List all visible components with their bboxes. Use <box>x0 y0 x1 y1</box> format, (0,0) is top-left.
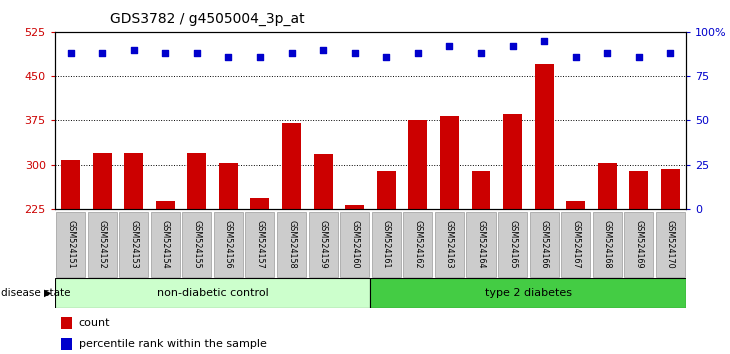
Point <box>159 50 171 56</box>
Bar <box>408 120 427 209</box>
Bar <box>245 212 274 276</box>
Bar <box>250 198 269 209</box>
Text: GSM524170: GSM524170 <box>666 220 675 269</box>
Bar <box>472 171 491 209</box>
Bar <box>88 212 117 276</box>
Bar <box>377 171 396 209</box>
Bar <box>598 163 617 209</box>
Text: GSM524153: GSM524153 <box>129 220 138 269</box>
Text: GSM524167: GSM524167 <box>571 220 580 269</box>
Bar <box>529 212 558 276</box>
Bar <box>219 163 238 209</box>
Bar <box>56 212 85 276</box>
Text: GSM524169: GSM524169 <box>634 220 643 269</box>
Text: GDS3782 / g4505004_3p_at: GDS3782 / g4505004_3p_at <box>110 12 304 27</box>
Text: GSM524151: GSM524151 <box>66 220 75 269</box>
Point <box>570 54 582 59</box>
Text: count: count <box>79 318 110 327</box>
Text: GSM524163: GSM524163 <box>445 220 454 269</box>
Bar <box>314 154 333 209</box>
Bar <box>340 212 369 276</box>
Point <box>96 50 108 56</box>
Point <box>285 50 297 56</box>
Text: ▶: ▶ <box>45 288 52 298</box>
Bar <box>282 123 301 209</box>
Bar <box>119 212 148 276</box>
Bar <box>155 201 174 209</box>
Bar <box>124 153 143 209</box>
Text: percentile rank within the sample: percentile rank within the sample <box>79 339 266 349</box>
Bar <box>435 212 464 276</box>
Bar <box>214 212 243 276</box>
Point <box>664 50 676 56</box>
Text: GSM524158: GSM524158 <box>287 220 296 269</box>
Point <box>349 50 361 56</box>
Bar <box>403 212 432 276</box>
Point <box>128 47 139 52</box>
Text: non-diabetic control: non-diabetic control <box>157 288 269 298</box>
Text: GSM524156: GSM524156 <box>224 220 233 269</box>
Point <box>633 54 645 59</box>
Bar <box>656 212 685 276</box>
Bar <box>61 160 80 209</box>
Bar <box>566 201 585 209</box>
Bar <box>277 212 306 276</box>
Point <box>475 50 487 56</box>
Point <box>223 54 234 59</box>
Point <box>65 50 77 56</box>
Bar <box>498 212 527 276</box>
Text: GSM524166: GSM524166 <box>539 220 549 269</box>
Bar <box>534 64 553 209</box>
Text: GSM524152: GSM524152 <box>98 220 107 269</box>
Text: GSM524155: GSM524155 <box>192 220 201 269</box>
Bar <box>345 205 364 209</box>
Text: GSM524157: GSM524157 <box>255 220 264 269</box>
Bar <box>61 338 72 350</box>
Point <box>191 50 203 56</box>
Bar <box>188 153 207 209</box>
Bar <box>182 212 212 276</box>
Bar <box>503 114 522 209</box>
Bar <box>593 212 622 276</box>
Bar <box>150 212 180 276</box>
Bar <box>93 153 112 209</box>
Point <box>412 50 423 56</box>
Bar <box>372 212 401 276</box>
Point <box>507 43 518 49</box>
Point <box>602 50 613 56</box>
Point <box>380 54 392 59</box>
Point <box>538 38 550 44</box>
Bar <box>370 278 686 308</box>
Bar <box>440 116 459 209</box>
Text: type 2 diabetes: type 2 diabetes <box>485 288 572 298</box>
Bar <box>624 212 653 276</box>
Text: GSM524168: GSM524168 <box>603 220 612 269</box>
Point <box>444 43 456 49</box>
Bar <box>466 212 496 276</box>
Text: GSM524165: GSM524165 <box>508 220 517 269</box>
Text: GSM524164: GSM524164 <box>477 220 485 269</box>
Text: GSM524162: GSM524162 <box>413 220 423 269</box>
Text: GSM524160: GSM524160 <box>350 220 359 269</box>
Bar <box>561 212 591 276</box>
Point <box>318 47 329 52</box>
Point <box>254 54 266 59</box>
Bar <box>309 212 338 276</box>
Bar <box>629 171 648 209</box>
Text: GSM524159: GSM524159 <box>318 220 328 269</box>
Bar <box>61 316 72 329</box>
Bar <box>661 169 680 209</box>
Bar <box>55 278 370 308</box>
Text: GSM524154: GSM524154 <box>161 220 170 269</box>
Text: GSM524161: GSM524161 <box>382 220 391 269</box>
Text: disease state: disease state <box>1 288 70 298</box>
